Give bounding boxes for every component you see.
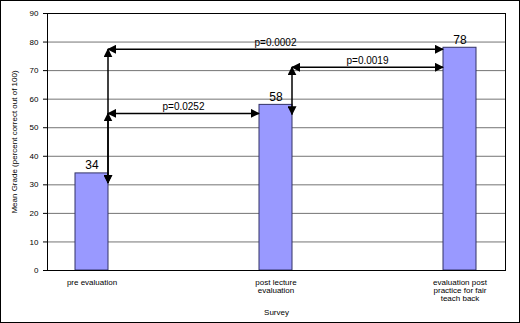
svg-text:post lectureevaluation: post lectureevaluation [255, 278, 297, 295]
svg-text:80: 80 [30, 38, 39, 47]
svg-text:34: 34 [85, 158, 99, 172]
svg-text:p=0.0002: p=0.0002 [255, 37, 297, 48]
svg-text:58: 58 [269, 90, 283, 104]
svg-text:78: 78 [453, 33, 467, 47]
svg-text:40: 40 [30, 152, 39, 161]
svg-text:evaluation postpractice for fa: evaluation postpractice for fairteach ba… [433, 278, 488, 303]
svg-text:90: 90 [30, 9, 39, 18]
svg-text:p=0.0019: p=0.0019 [347, 55, 389, 66]
svg-text:Mean Grade (percent correct ou: Mean Grade (percent correct out of 100) [10, 70, 19, 214]
svg-text:Survey: Survey [264, 308, 289, 317]
svg-text:30: 30 [30, 180, 39, 189]
svg-text:pre evaluation: pre evaluation [67, 278, 117, 287]
svg-text:20: 20 [30, 209, 39, 218]
svg-text:70: 70 [30, 66, 39, 75]
svg-text:60: 60 [30, 95, 39, 104]
svg-text:0: 0 [34, 266, 39, 275]
svg-text:10: 10 [30, 238, 39, 247]
svg-text:p=0.0252: p=0.0252 [163, 101, 205, 112]
svg-text:50: 50 [30, 123, 39, 132]
